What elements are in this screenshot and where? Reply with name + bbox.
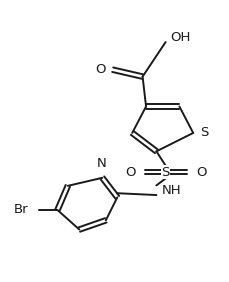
Text: OH: OH (169, 31, 190, 44)
Text: O: O (125, 166, 136, 179)
Text: NH: NH (161, 184, 181, 197)
Text: S: S (199, 126, 207, 140)
Text: S: S (161, 166, 169, 179)
Text: N: N (96, 157, 106, 170)
Text: O: O (195, 166, 206, 179)
Text: Br: Br (14, 204, 29, 217)
Text: O: O (95, 63, 105, 76)
